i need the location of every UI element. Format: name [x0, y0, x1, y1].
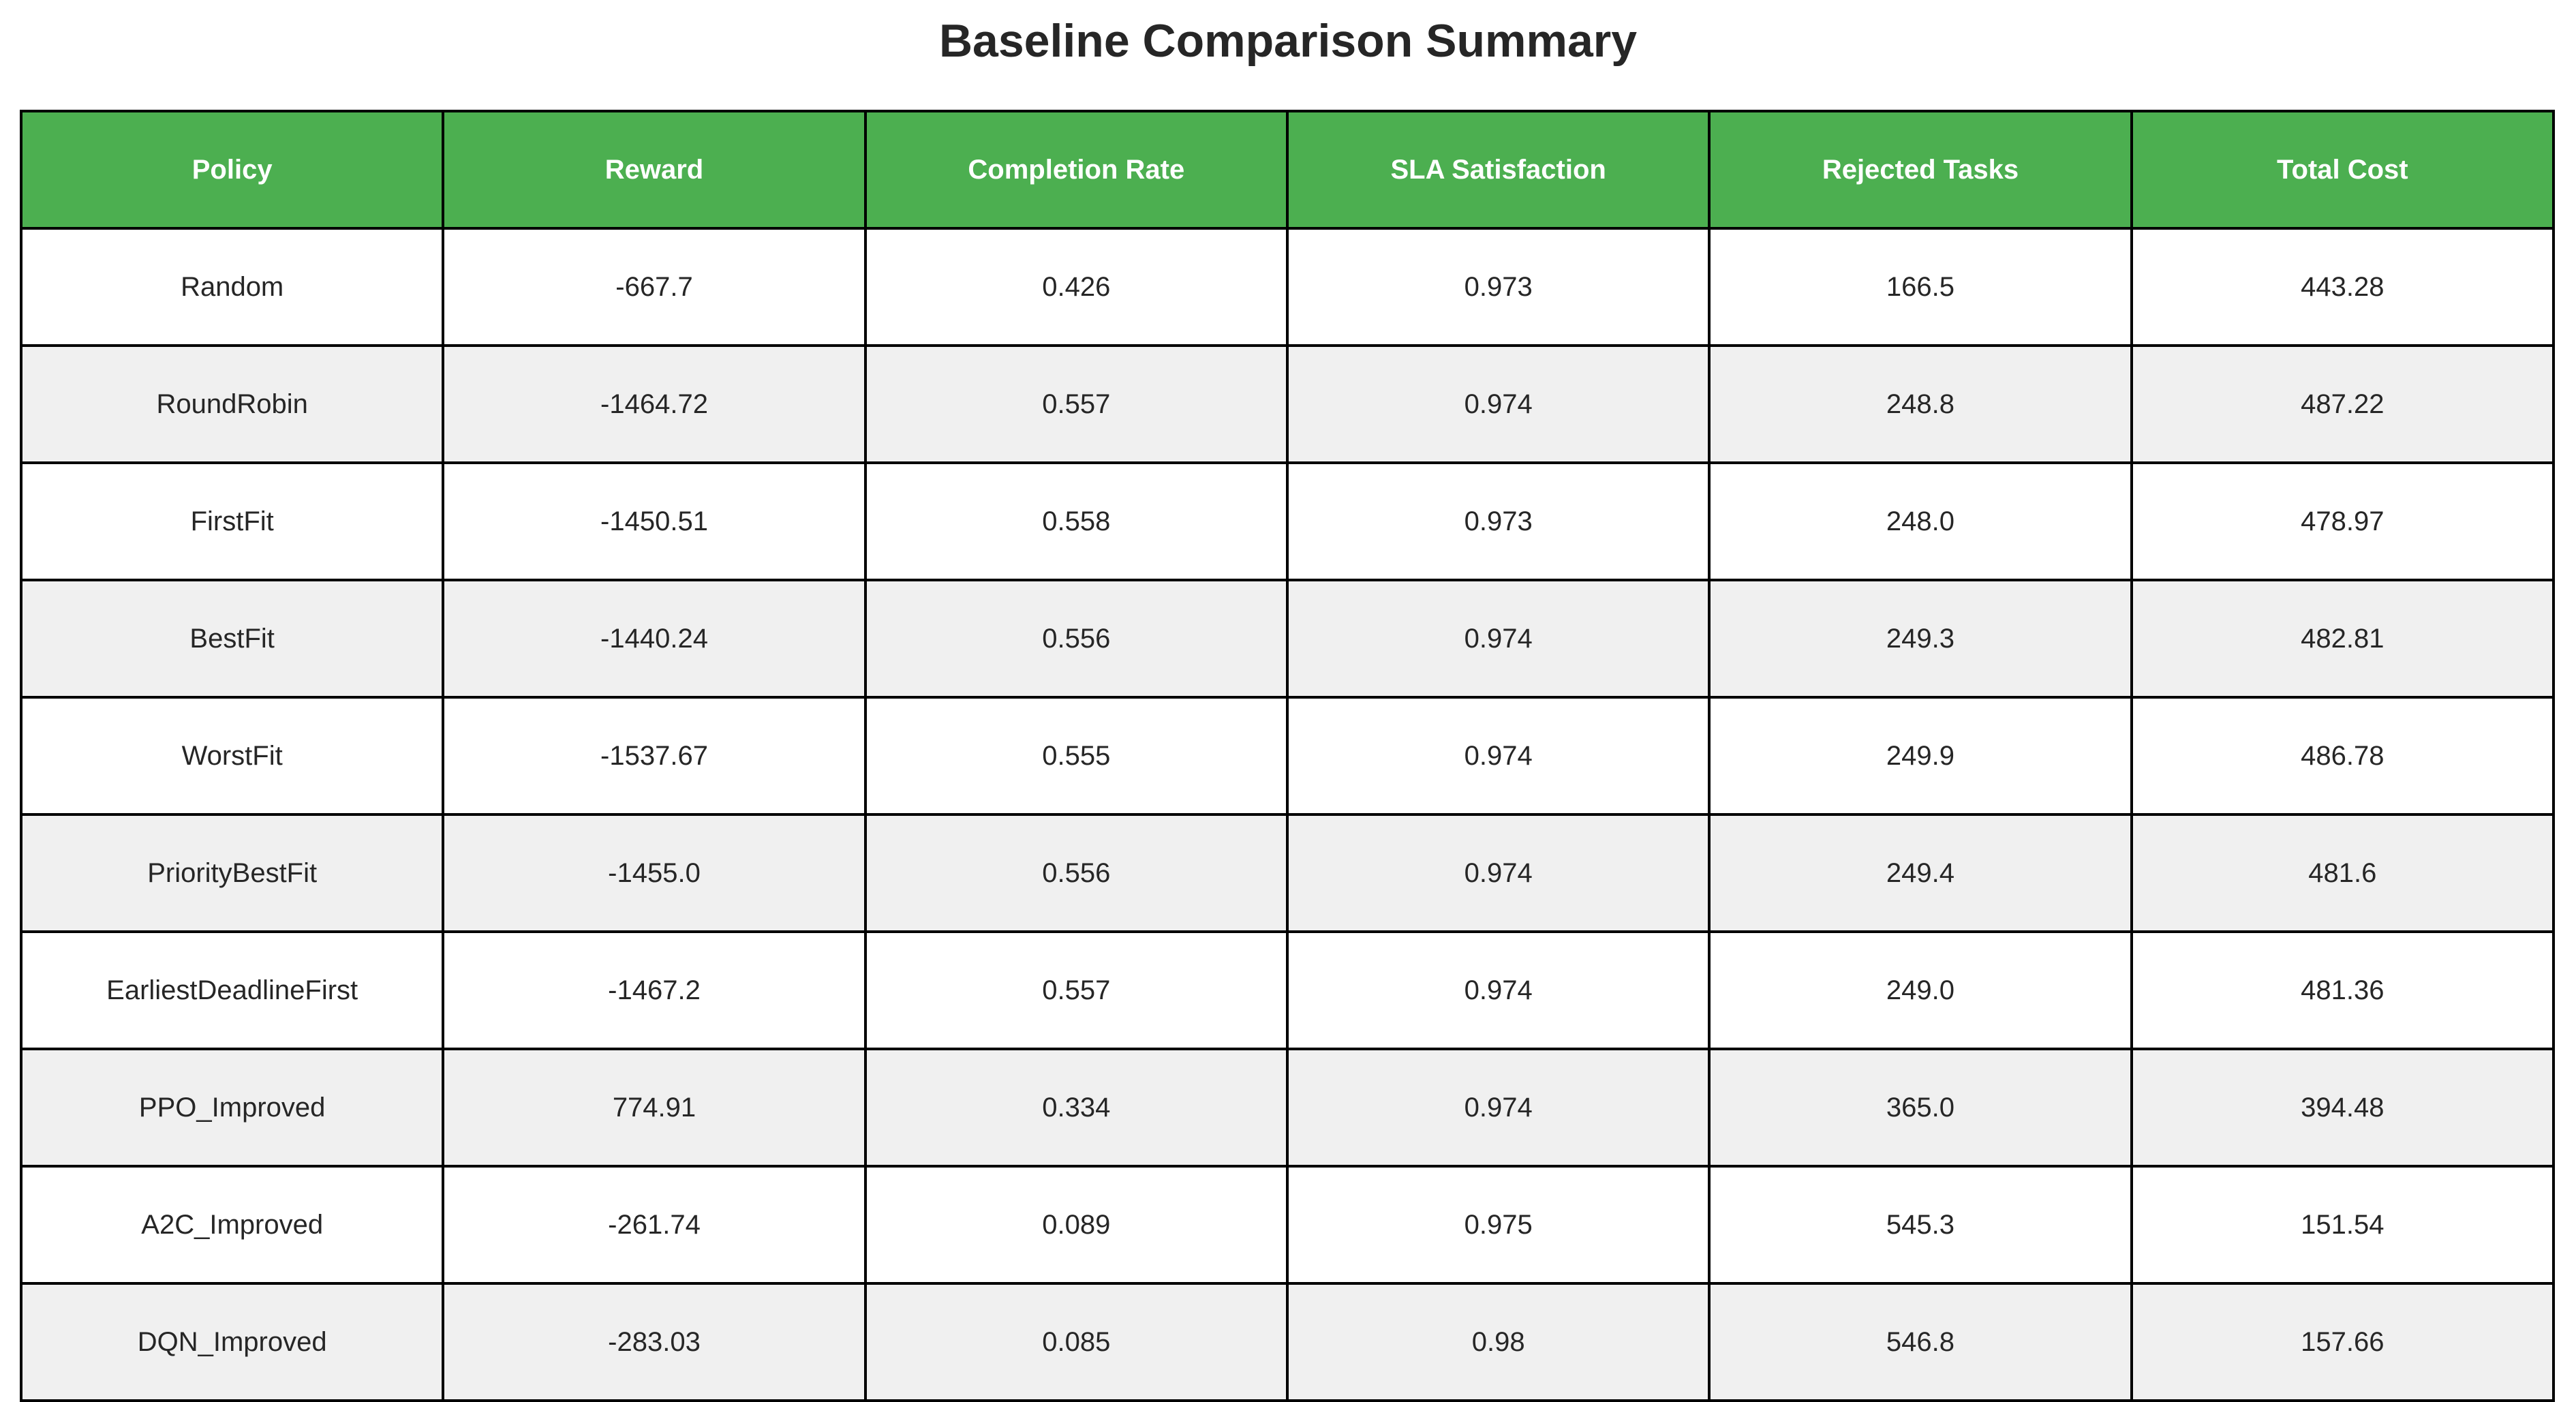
table-cell: PriorityBestFit	[19, 813, 445, 933]
table-cell: -261.74	[442, 1165, 867, 1285]
table-header-row: Policy Reward Completion Rate SLA Satisfact…	[19, 110, 2556, 230]
table-cell: 248.8	[1708, 344, 2133, 464]
table-cell: -1455.0	[442, 813, 867, 933]
table-row: EarliestDeadlineFirst -1467.2 0.557 0.974 24…	[19, 930, 2556, 1050]
table-row: WorstFit -1537.67 0.555 0.974 249.9 486.78	[19, 696, 2556, 816]
table-cell: 481.6	[2130, 813, 2556, 933]
column-header: Rejected Tasks	[1708, 110, 2133, 230]
table-cell: A2C_Improved	[19, 1165, 445, 1285]
table-cell: PPO_Improved	[19, 1048, 445, 1168]
table-cell: -667.7	[442, 227, 867, 347]
table-cell: -283.03	[442, 1282, 867, 1402]
table-cell: 0.334	[863, 1048, 1289, 1168]
table-row: PriorityBestFit -1455.0 0.556 0.974 249.4 481…	[19, 813, 2556, 933]
table-body: Random -667.7 0.426 0.973 166.5 443.28 RoundRo…	[19, 227, 2556, 1402]
table-cell: 545.3	[1708, 1165, 2133, 1285]
table-cell: 0.556	[863, 813, 1289, 933]
table-cell: -1464.72	[442, 344, 867, 464]
table-row: PPO_Improved 774.91 0.334 0.974 365.0 394.48	[19, 1048, 2556, 1168]
column-header: Completion Rate	[863, 110, 1289, 230]
table-cell: 487.22	[2130, 344, 2556, 464]
table-cell: -1450.51	[442, 461, 867, 581]
table-cell: BestFit	[19, 579, 445, 699]
table-cell: 482.81	[2130, 579, 2556, 699]
table-cell: 0.973	[1285, 227, 1711, 347]
table-cell: WorstFit	[19, 696, 445, 816]
table-cell: 486.78	[2130, 696, 2556, 816]
column-header: SLA Satisfaction	[1285, 110, 1711, 230]
table-row: Random -667.7 0.426 0.973 166.5 443.28	[19, 227, 2556, 347]
column-header: Reward	[442, 110, 867, 230]
table-cell: 249.0	[1708, 930, 2133, 1050]
table-cell: 0.089	[863, 1165, 1289, 1285]
table-cell: -1467.2	[442, 930, 867, 1050]
table-row: RoundRobin -1464.72 0.557 0.974 248.8 487.22	[19, 344, 2556, 464]
table-cell: -1440.24	[442, 579, 867, 699]
table-cell: 0.557	[863, 344, 1289, 464]
table-cell: DQN_Improved	[19, 1282, 445, 1402]
table-cell: 0.558	[863, 461, 1289, 581]
column-header: Policy	[19, 110, 445, 230]
table-cell: 166.5	[1708, 227, 2133, 347]
table-cell: 249.9	[1708, 696, 2133, 816]
table-cell: 394.48	[2130, 1048, 2556, 1168]
table-cell: 157.66	[2130, 1282, 2556, 1402]
table-cell: 0.557	[863, 930, 1289, 1050]
table-cell: 443.28	[2130, 227, 2556, 347]
table-cell: 0.974	[1285, 813, 1711, 933]
table-cell: 0.974	[1285, 930, 1711, 1050]
comparison-table: Policy Reward Completion Rate SLA Satisfact…	[19, 110, 2556, 1402]
table-cell: RoundRobin	[19, 344, 445, 464]
table-row: BestFit -1440.24 0.556 0.974 249.3 482.81	[19, 579, 2556, 699]
table-cell: 0.974	[1285, 344, 1711, 464]
table-cell: 774.91	[442, 1048, 867, 1168]
table-cell: 0.974	[1285, 579, 1711, 699]
table-row: FirstFit -1450.51 0.558 0.973 248.0 478.97	[19, 461, 2556, 581]
table-row: A2C_Improved -261.74 0.089 0.975 545.3 151.54	[19, 1165, 2556, 1285]
table-cell: 0.973	[1285, 461, 1711, 581]
column-header: Total Cost	[2130, 110, 2556, 230]
table-cell: FirstFit	[19, 461, 445, 581]
table-cell: 0.974	[1285, 1048, 1711, 1168]
table-cell: 0.426	[863, 227, 1289, 347]
table-cell: 151.54	[2130, 1165, 2556, 1285]
table-cell: 0.556	[863, 579, 1289, 699]
table-cell: 365.0	[1708, 1048, 2133, 1168]
table-row: DQN_Improved -283.03 0.085 0.98 546.8 157.66	[19, 1282, 2556, 1402]
table-cell: 0.98	[1285, 1282, 1711, 1402]
table-cell: 0.085	[863, 1282, 1289, 1402]
table-cell: 546.8	[1708, 1282, 2133, 1402]
table-cell: 248.0	[1708, 461, 2133, 581]
table-cell: Random	[19, 227, 445, 347]
table-cell: 478.97	[2130, 461, 2556, 581]
page-title: Baseline Comparison Summary	[938, 15, 1638, 67]
table-cell: 0.975	[1285, 1165, 1711, 1285]
table-cell: -1537.67	[442, 696, 867, 816]
table-cell: 481.36	[2130, 930, 2556, 1050]
table-cell: 249.4	[1708, 813, 2133, 933]
table-cell: 0.555	[863, 696, 1289, 816]
table-cell: 249.3	[1708, 579, 2133, 699]
table-cell: EarliestDeadlineFirst	[19, 930, 445, 1050]
table-cell: 0.974	[1285, 696, 1711, 816]
